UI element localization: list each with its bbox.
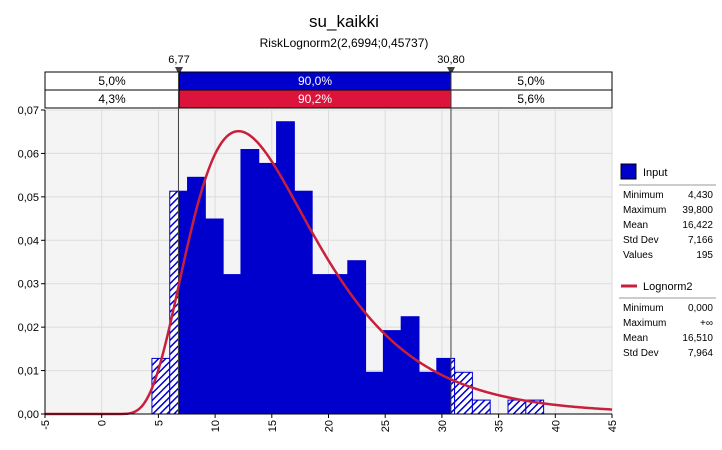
left-marker-label: 6,77 <box>168 54 189 66</box>
x-tick-label: 15 <box>267 420 279 432</box>
fit-stat-label: Maximum <box>623 318 666 329</box>
input-stat-value: 195 <box>696 250 713 261</box>
right-marker-label: 30,80 <box>437 54 465 66</box>
histogram-bar <box>276 121 295 415</box>
fit-band-left-label: 4,3% <box>98 92 126 106</box>
histogram-bar <box>365 372 384 414</box>
x-tick-label: -5 <box>40 420 52 430</box>
histogram-bar <box>312 274 330 414</box>
histogram-bar <box>187 177 206 414</box>
histogram-bar <box>418 372 437 414</box>
histogram-bar <box>436 358 451 414</box>
input-legend-label: Input <box>643 167 667 179</box>
x-tick-label: 30 <box>437 420 449 432</box>
x-tick-label: 40 <box>550 420 562 432</box>
histogram-bar <box>383 330 402 414</box>
x-tick-label: 0 <box>97 420 109 426</box>
x-tick-label: 20 <box>324 420 336 432</box>
histogram-bar <box>205 219 224 414</box>
y-tick-label: 0,04 <box>18 235 39 247</box>
histogram-bar <box>240 149 259 414</box>
y-tick-label: 0,05 <box>18 192 39 204</box>
fit-band-right-label: 5,6% <box>517 92 545 106</box>
y-tick-label: 0,00 <box>18 409 39 421</box>
histogram-bar <box>329 274 348 414</box>
fit-stat-label: Mean <box>623 333 648 344</box>
histogram-bar <box>258 163 277 414</box>
input-stat-value: 39,800 <box>682 205 713 216</box>
y-tick-label: 0,02 <box>18 322 39 334</box>
fit-band-middle-label: 90,2% <box>298 92 332 106</box>
input-stat-value: 7,166 <box>688 235 713 246</box>
histogram-bar <box>454 372 473 414</box>
fit-stat-value: 16,510 <box>682 333 713 344</box>
histogram-bar <box>223 274 241 414</box>
input-stat-label: Mean <box>623 220 648 231</box>
marker-lines <box>177 72 452 414</box>
x-tick-label: 45 <box>607 420 619 432</box>
input-stat-label: Std Dev <box>623 235 659 246</box>
histogram-bar <box>472 400 491 414</box>
lognorm2-fit-curve <box>45 129 613 416</box>
chart-title: su_kaikki <box>309 12 379 31</box>
input-stat-label: Values <box>623 250 653 261</box>
histogram-bar <box>294 191 313 414</box>
left-marker-triangle[interactable] <box>175 67 183 75</box>
fit-stat-value: 0,000 <box>688 303 713 314</box>
fit-stat-value: 7,964 <box>688 348 713 359</box>
histogram-bar <box>178 191 188 414</box>
fit-stat-label: Minimum <box>623 303 664 314</box>
y-tick-label: 0,06 <box>18 148 39 160</box>
probability-bands: 5,0% 90,0% 5,0% 4,3% 90,2% 5,6% <box>44 71 613 109</box>
y-tick-label: 0,01 <box>18 366 39 378</box>
chart-subtitle: RiskLognorm2(2,6994;0,45737) <box>260 36 429 50</box>
x-tick-label: 5 <box>153 420 165 426</box>
histogram-bar <box>508 400 526 414</box>
histogram-bar <box>151 358 170 414</box>
y-tick-label: 0,03 <box>18 279 39 291</box>
x-tick-label: 35 <box>494 420 506 432</box>
histogram-bar <box>347 260 366 414</box>
right-marker-triangle[interactable] <box>447 67 455 75</box>
histogram-bar <box>401 316 419 414</box>
histogram-bar <box>450 358 455 414</box>
input-band-right-label: 5,0% <box>517 74 545 88</box>
fit-stat-label: Std Dev <box>623 348 659 359</box>
input-stat-label: Minimum <box>623 190 664 201</box>
x-tick-label: 10 <box>210 420 222 432</box>
x-axis-ticks: -5 0 5 10 15 20 25 30 35 40 45 <box>40 414 619 432</box>
input-stat-value: 4,430 <box>688 190 713 201</box>
legend: Input Minimum 4,430 Maximum 39,800 Mean … <box>619 163 716 359</box>
input-band-middle-label: 90,0% <box>298 74 332 88</box>
lognorm2-legend-label: Lognorm2 <box>643 281 693 293</box>
input-legend-swatch <box>620 163 637 180</box>
input-stat-value: 16,422 <box>682 220 713 231</box>
y-axis-ticks: 0,00 0,01 0,02 0,03 0,04 0,05 0,06 0,07 <box>18 105 45 421</box>
y-tick-label: 0,07 <box>18 105 39 117</box>
fit-stat-value: +∞ <box>700 318 713 329</box>
input-band-left-label: 5,0% <box>98 74 126 88</box>
x-tick-label: 25 <box>380 420 392 432</box>
input-stat-label: Maximum <box>623 205 666 216</box>
